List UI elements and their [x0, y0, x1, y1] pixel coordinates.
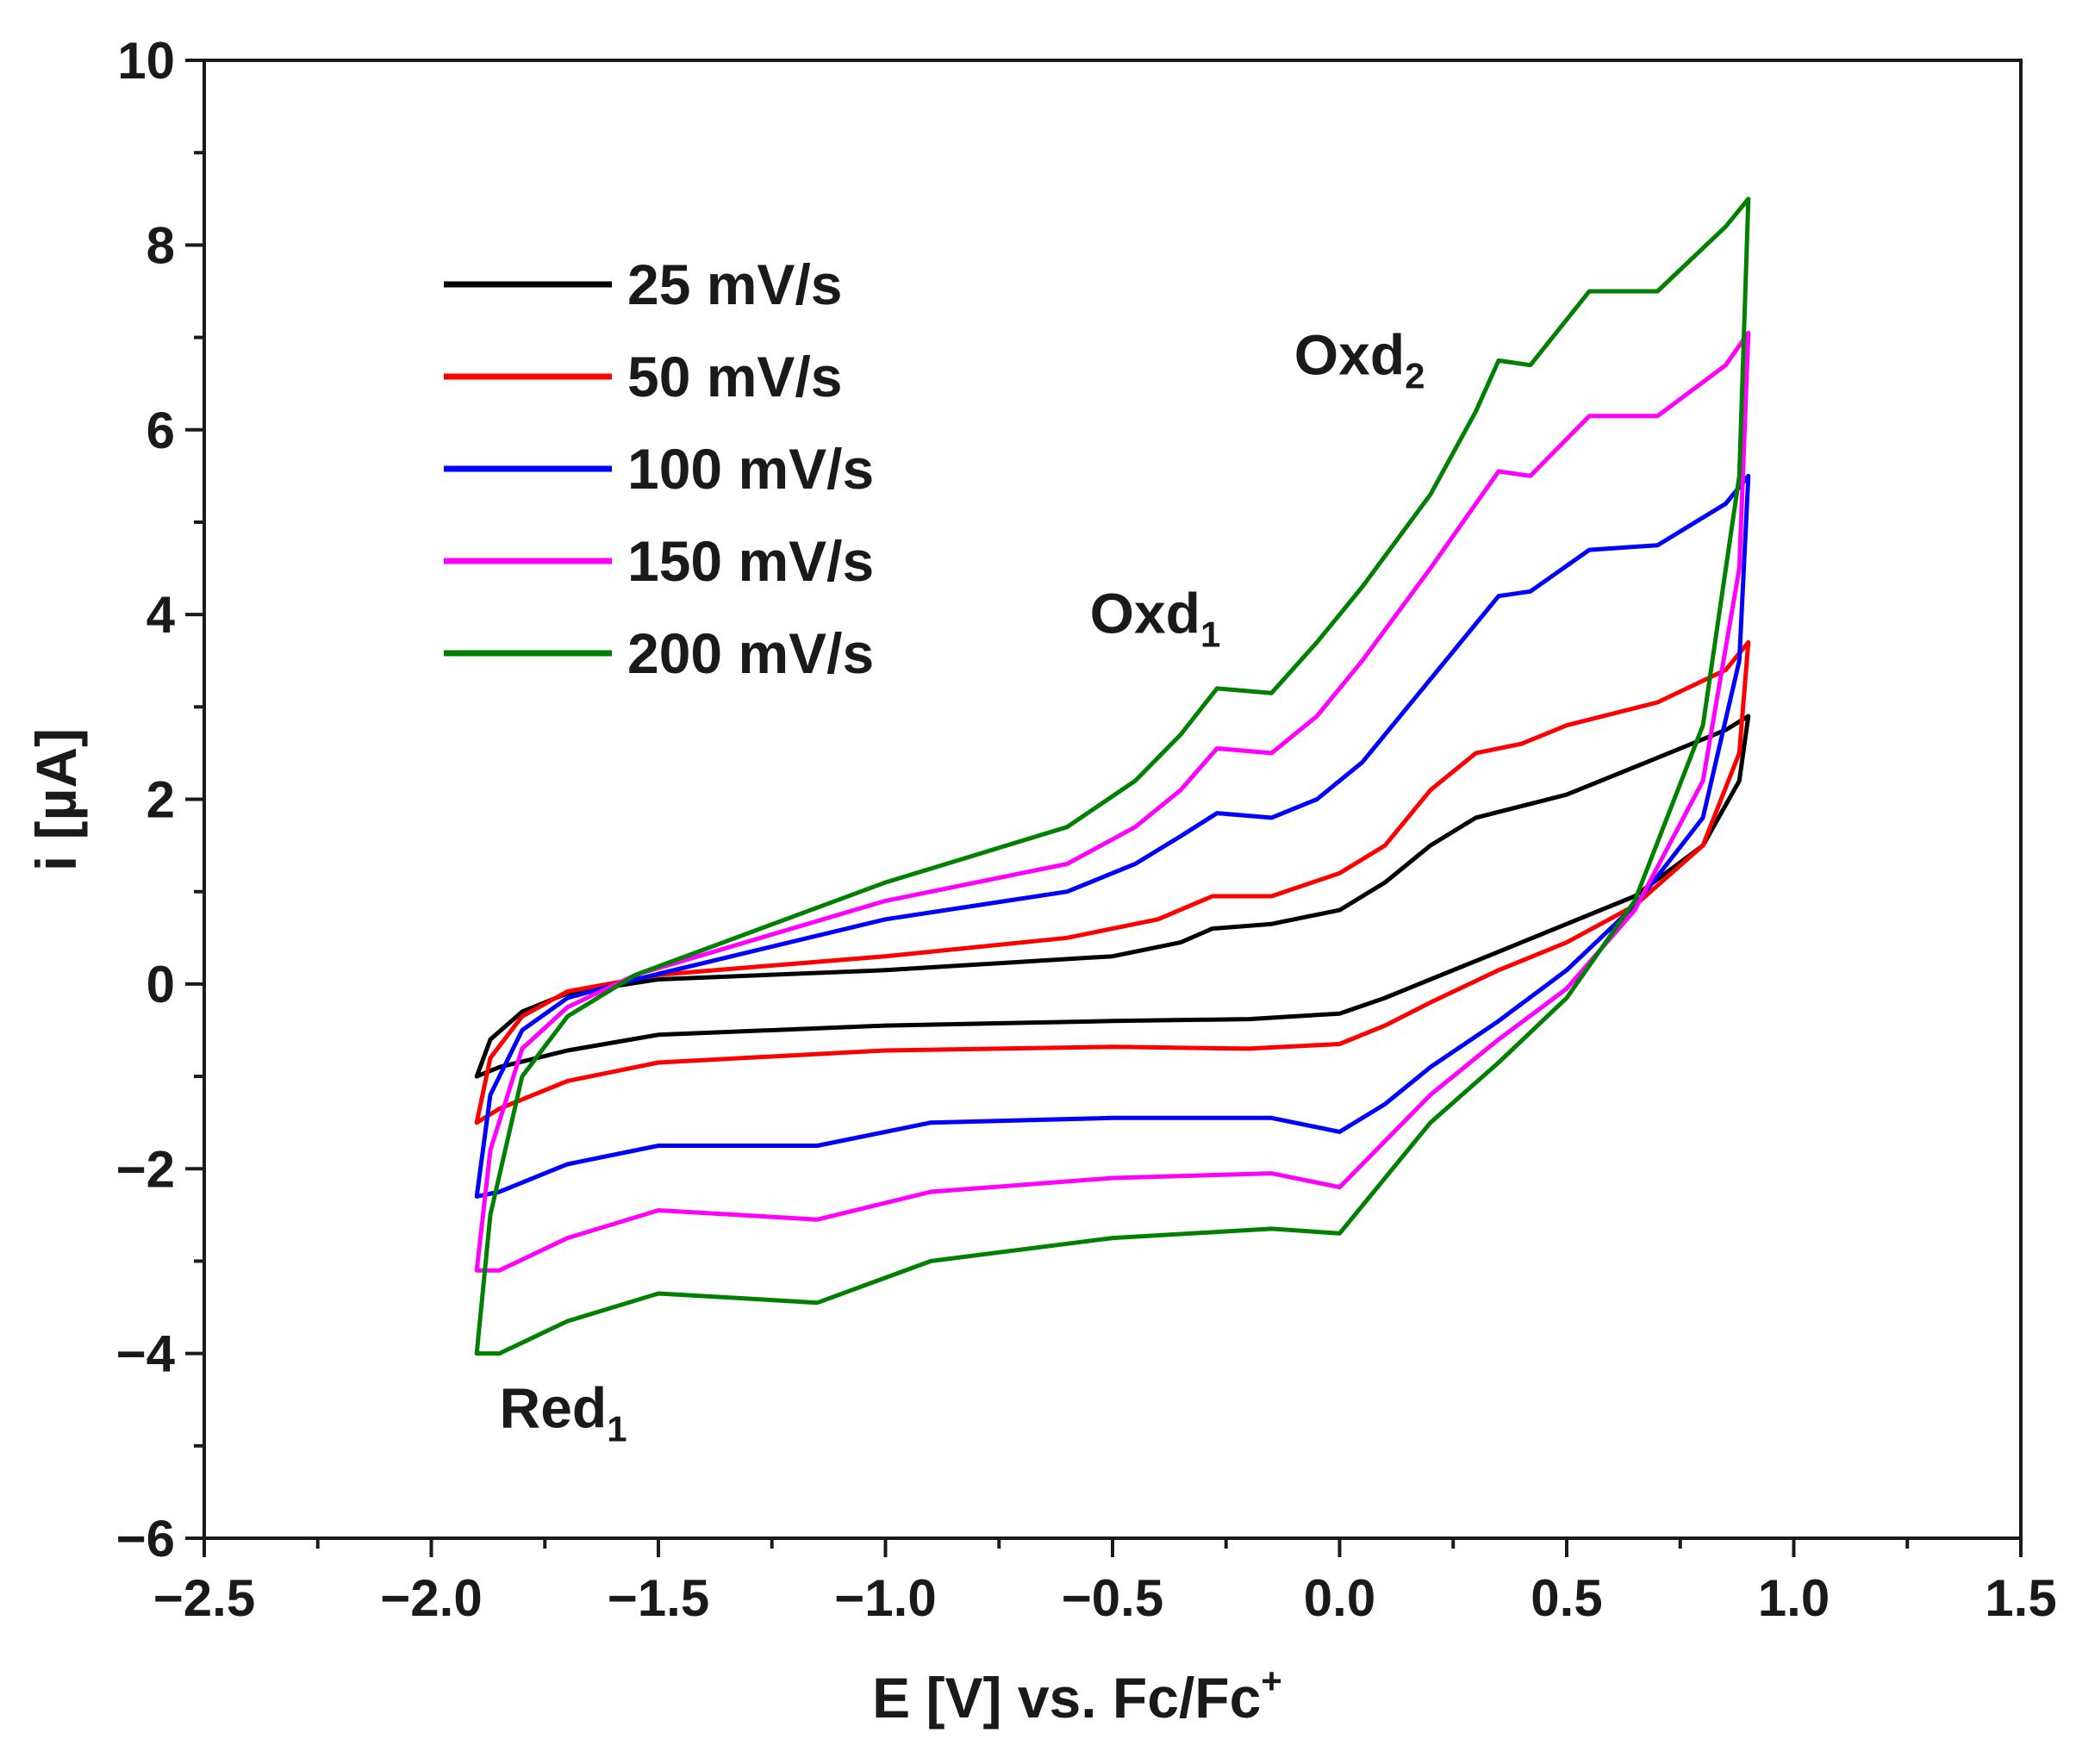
peak-annotation-subscript: 1: [607, 1408, 627, 1449]
y-axis-title: i [µA]: [24, 728, 88, 871]
y-tick-label: 6: [147, 402, 175, 459]
x-tick-label: 0.5: [1531, 1569, 1602, 1627]
peak-annotation-text: Oxd: [1090, 582, 1200, 645]
x-tick-label: −1.5: [608, 1569, 709, 1627]
x-tick-label: −2.5: [153, 1569, 255, 1627]
legend-label: 200 mV/s: [627, 621, 874, 685]
data-series: [474, 196, 1751, 1356]
peak-annotation-subscript: 2: [1405, 355, 1425, 396]
ticks: [185, 59, 2023, 1557]
legend-label: 100 mV/s: [627, 437, 874, 501]
series-line-200-mv-s: [474, 196, 1751, 1356]
x-axis-title-superscript: +: [1261, 1661, 1282, 1701]
x-tick-label: 0.0: [1304, 1569, 1375, 1627]
series-line-50-mv-s: [474, 639, 1751, 1125]
y-tick-label: 2: [147, 771, 175, 829]
peak-annotation: Oxd1: [1090, 582, 1221, 655]
y-tick-label: −4: [116, 1325, 176, 1383]
x-tick-label: −2.0: [380, 1569, 482, 1627]
peak-annotation: Red1: [500, 1375, 627, 1449]
y-tick-label: 10: [117, 32, 175, 90]
series-line-100-mv-s: [474, 473, 1751, 1199]
x-tick-label: −1.0: [834, 1569, 936, 1627]
peak-annotation-text: Oxd: [1294, 322, 1405, 386]
legend-label: 50 mV/s: [627, 345, 843, 408]
legend-label: 25 mV/s: [627, 252, 843, 316]
y-tick-label: −6: [116, 1510, 175, 1568]
peak-annotation-subscript: 1: [1200, 614, 1220, 655]
series-line-25-mv-s: [474, 714, 1751, 1079]
peak-annotation: Oxd2: [1294, 322, 1425, 396]
x-axis-title: E [V] vs. Fc/Fc+: [872, 1661, 1282, 1730]
y-tick-label: 4: [147, 586, 176, 644]
y-tick-label: 8: [147, 216, 175, 274]
x-axis-title-text: E [V] vs. Fc/Fc: [872, 1666, 1261, 1730]
y-tick-label: −2: [116, 1140, 175, 1198]
x-tick-label: 1.5: [1985, 1569, 2056, 1627]
peak-annotation-text: Red: [500, 1375, 608, 1439]
y-tick-label: 0: [147, 956, 175, 1013]
legend: 25 mV/s 50 mV/s 100 mV/s 150 mV/s 200 mV/s: [444, 252, 874, 685]
series-line-150-mv-s: [474, 330, 1751, 1273]
x-tick-label: 1.0: [1758, 1569, 1830, 1627]
tick-labels: −2.5 −2.0 −1.5 −1.0 −0.5 0.0 0.5 1.0 1.5 −6 −4 −2 0 2…: [116, 32, 2057, 1627]
legend-label: 150 mV/s: [627, 529, 874, 593]
x-tick-label: −0.5: [1062, 1569, 1163, 1627]
